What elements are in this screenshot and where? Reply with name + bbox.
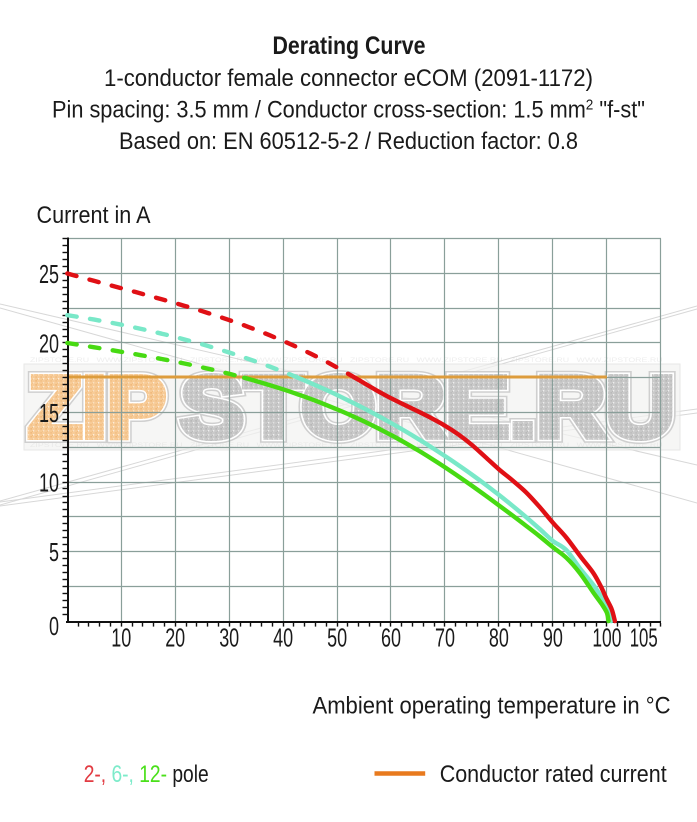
svg-text:STORE.RU: STORE.RU	[180, 359, 675, 456]
svg-text:STORE.RU: STORE.RU	[180, 359, 675, 456]
svg-text:40: 40	[273, 625, 293, 653]
svg-text:30: 30	[219, 625, 239, 653]
svg-text:50: 50	[327, 625, 347, 653]
svg-text:100: 100	[592, 625, 621, 653]
svg-text:Current in A: Current in A	[37, 202, 151, 229]
svg-text:20: 20	[39, 330, 59, 358]
svg-text:10: 10	[111, 625, 131, 653]
svg-text:ZIP: ZIP	[28, 359, 166, 456]
svg-text:ZIP: ZIP	[28, 359, 166, 456]
svg-text:Ambient operating temperature: Ambient operating temperature in °C	[313, 693, 671, 720]
svg-text:15: 15	[39, 400, 59, 428]
svg-text:10: 10	[39, 469, 59, 497]
svg-text:1-conductor female connector e: 1-conductor female connector eCOM (2091-…	[104, 65, 593, 92]
svg-text:Based on: EN 60512-5-2 / Reduc: Based on: EN 60512-5-2 / Reduction facto…	[119, 128, 578, 155]
svg-text:2-, 6-, 12- pole: 2-, 6-, 12- pole	[84, 761, 209, 788]
svg-text:90: 90	[543, 625, 563, 653]
svg-text:Pin spacing: 3.5 mm / Conducto: Pin spacing: 3.5 mm / Conductor cross-se…	[52, 97, 645, 124]
svg-text:105: 105	[630, 625, 658, 653]
svg-text:ZIPSTORE.RU WWW.ZIPSTORE.RU: ZIPSTORE.RU WWW.ZIPSTORE.RU ZIPSTORE.RU …	[30, 442, 670, 449]
svg-text:60: 60	[381, 625, 401, 653]
svg-text:0: 0	[49, 613, 59, 641]
svg-text:25: 25	[39, 261, 59, 289]
svg-text:ZIP: ZIP	[28, 359, 166, 456]
svg-text:5: 5	[49, 539, 59, 567]
svg-text:80: 80	[489, 625, 509, 653]
svg-text:20: 20	[165, 625, 185, 653]
svg-text:Conductor rated current: Conductor rated current	[440, 761, 667, 788]
svg-text:70: 70	[435, 625, 455, 653]
svg-text:ZIPSTORE.RU WWW.ZIPSTORE.RU: ZIPSTORE.RU WWW.ZIPSTORE.RU ZIPSTORE.RU …	[30, 357, 670, 364]
svg-text:ZIP: ZIP	[28, 359, 166, 456]
svg-text:Derating Curve: Derating Curve	[273, 32, 426, 60]
